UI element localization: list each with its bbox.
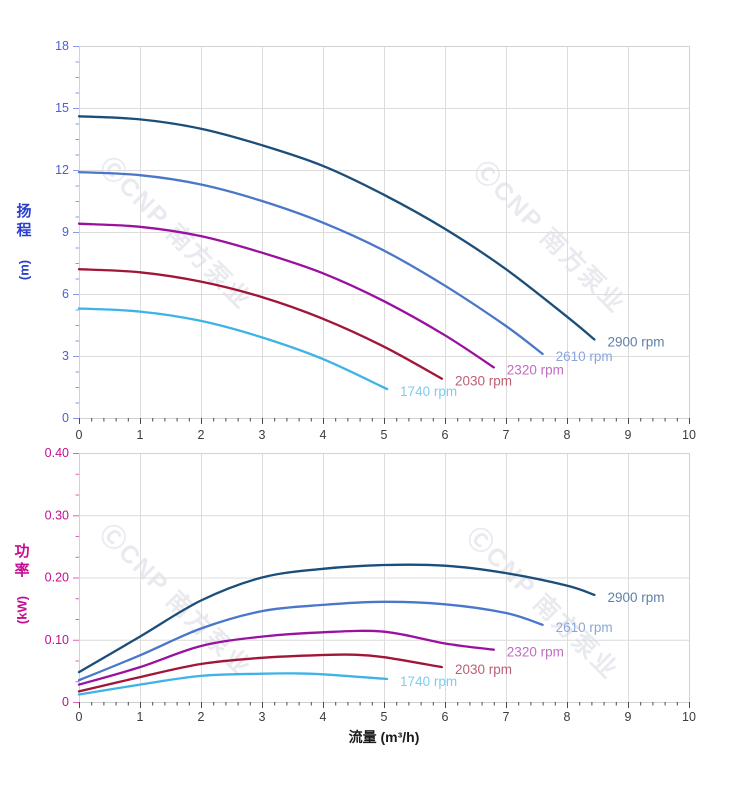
y-tick-label: 0.40 <box>45 446 69 460</box>
curve-2610-rpm <box>77 600 544 682</box>
head-axis-title-text: 扬程 <box>16 203 32 239</box>
curve-2320-rpm <box>77 629 495 686</box>
y-tick-label: 0.10 <box>45 633 69 647</box>
x-tick-label: 0 <box>76 710 83 724</box>
power-axis-unit: (kW) <box>14 595 30 624</box>
x-tick-label: 9 <box>625 428 632 442</box>
y-tick-label: 0.30 <box>45 508 69 522</box>
curve-label-2610-rpm: 2610 rpm <box>556 620 613 635</box>
x-tick-label: 1 <box>137 428 144 442</box>
power-axis-unit-wrap: (kW) <box>13 587 31 633</box>
curve-1740-rpm <box>77 672 389 696</box>
x-tick-label: 2 <box>198 428 205 442</box>
x-axis-ticks <box>79 418 690 424</box>
gridlines <box>79 453 690 702</box>
x-tick-label: 4 <box>320 710 327 724</box>
y-tick-label: 18 <box>55 39 69 53</box>
x-tick-label: 10 <box>682 428 696 442</box>
curve-label-2900-rpm: 2900 rpm <box>607 334 664 349</box>
x-tick-label: 5 <box>381 710 388 724</box>
y-tick-label: 9 <box>62 225 69 239</box>
power-axis-title-text: 功率 <box>14 543 30 579</box>
head-axis-unit: (m) <box>16 259 32 280</box>
y-tick-label: 12 <box>55 163 69 177</box>
curve-2900-rpm <box>77 115 596 341</box>
x-tick-label: 6 <box>442 710 449 724</box>
x-tick-label: 6 <box>442 428 449 442</box>
y-tick-label: 0 <box>62 411 69 425</box>
curve-label-2320-rpm: 2320 rpm <box>507 362 564 377</box>
curve-2320-rpm <box>77 222 495 369</box>
power-chart: 0 1 2 3 4 5 6 7 8 9 10 0 0.10 0.20 0.30 0.40 2900 rpm 261… <box>45 446 696 724</box>
x-tick-label: 8 <box>564 710 571 724</box>
head-axis-title: 扬程 (m) <box>15 203 33 293</box>
curve-label-1740-rpm: 1740 rpm <box>400 674 457 689</box>
curve-1740-rpm <box>77 307 389 391</box>
curve-label-2610-rpm: 2610 rpm <box>556 349 613 364</box>
y-tick-label: 0 <box>62 695 69 709</box>
y-axis-labels: 0 0.10 0.20 0.30 0.40 <box>45 446 69 709</box>
flow-axis-title: 流量 (m³/h) <box>348 729 420 745</box>
y-tick-label: 3 <box>62 349 69 363</box>
x-tick-label: 1 <box>137 710 144 724</box>
x-tick-label: 4 <box>320 428 327 442</box>
head-axis-unit-wrap: (m) <box>15 247 33 293</box>
x-tick-label: 10 <box>682 710 696 724</box>
y-axis-ticks <box>73 453 79 703</box>
x-tick-label: 3 <box>259 710 266 724</box>
y-axis-labels: 0 3 6 9 12 15 18 <box>55 39 69 425</box>
curve-2900-rpm <box>77 563 596 674</box>
curve-2610-rpm <box>77 170 544 356</box>
y-axis-ticks <box>73 46 79 419</box>
x-tick-label: 3 <box>259 428 266 442</box>
x-tick-label: 8 <box>564 428 571 442</box>
x-tick-label: 2 <box>198 710 205 724</box>
x-axis-labels: 0 1 2 3 4 5 6 7 8 9 10 <box>76 710 696 724</box>
x-tick-label: 5 <box>381 428 388 442</box>
curve-2030-rpm <box>77 268 444 380</box>
curve-label-2030-rpm: 2030 rpm <box>455 374 512 389</box>
curve-label-2030-rpm: 2030 rpm <box>455 662 512 677</box>
y-tick-label: 15 <box>55 101 69 115</box>
y-tick-label: 0.20 <box>45 571 69 585</box>
x-tick-label: 7 <box>503 710 510 724</box>
curve-label-2320-rpm: 2320 rpm <box>507 645 564 660</box>
x-tick-label: 7 <box>503 428 510 442</box>
gridlines <box>79 46 690 418</box>
x-tick-label: 0 <box>76 428 83 442</box>
curve-2030-rpm <box>77 653 444 693</box>
curve-label-1740-rpm: 1740 rpm <box>400 384 457 399</box>
curve-label-2900-rpm: 2900 rpm <box>607 590 664 605</box>
x-tick-label: 9 <box>625 710 632 724</box>
y-tick-label: 6 <box>62 287 69 301</box>
x-axis-ticks <box>79 702 690 708</box>
x-axis-labels: 0 1 2 3 4 5 6 7 8 9 10 <box>76 428 696 442</box>
power-axis-title: 功率 (kW) <box>13 543 31 633</box>
